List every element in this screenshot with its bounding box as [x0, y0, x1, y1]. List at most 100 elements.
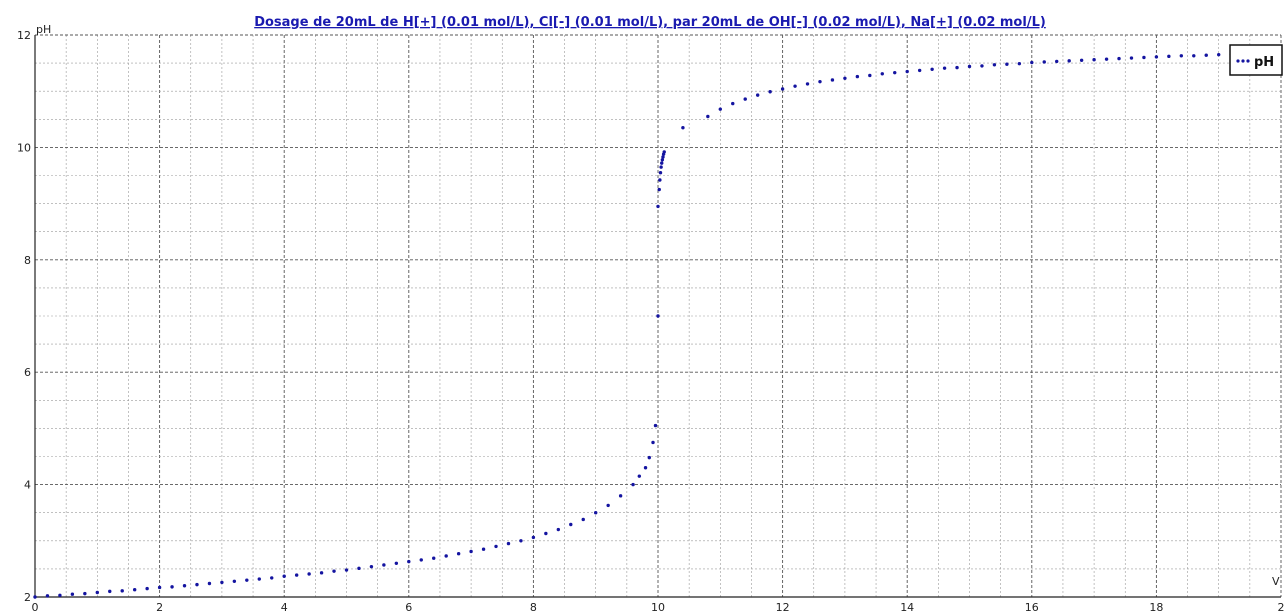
data-point [637, 474, 642, 478]
data-point [653, 423, 658, 428]
data-point [407, 559, 411, 564]
data-point [332, 569, 336, 573]
data-point [1179, 54, 1184, 58]
data-point [643, 466, 648, 470]
data-point [257, 577, 261, 581]
data-point [1030, 60, 1034, 65]
data-point [1042, 60, 1046, 64]
x-tick-label: 8 [530, 601, 537, 614]
data-point [494, 544, 498, 549]
x-tick-label: 14 [900, 601, 914, 614]
data-point [195, 582, 199, 587]
data-point [868, 73, 872, 78]
data-point [967, 64, 972, 69]
data-point [855, 74, 860, 79]
data-point [33, 595, 37, 599]
y-axis-label: pH [36, 23, 51, 36]
x-tick-label: 0 [32, 601, 39, 614]
data-point [656, 204, 660, 209]
data-point [659, 165, 663, 169]
data-point [108, 589, 112, 594]
data-point [569, 522, 573, 527]
data-point [1204, 53, 1208, 57]
data-point [905, 69, 909, 74]
data-point [83, 591, 87, 596]
data-point [120, 589, 124, 593]
data-point [606, 503, 610, 508]
data-point [647, 455, 651, 460]
chart-title: Dosage de 20mL de H[+] (0.01 mol/L), Cl[… [254, 15, 1046, 30]
data-point [506, 541, 511, 546]
data-point [45, 594, 50, 598]
data-point [182, 584, 187, 588]
x-tick-label: 2 [1278, 601, 1285, 614]
axes [34, 35, 1281, 598]
data-point [544, 531, 548, 536]
legend-label: pH [1254, 55, 1274, 70]
data-point [818, 79, 822, 84]
data-point [658, 178, 662, 182]
data-point [344, 568, 349, 572]
data-point [660, 161, 664, 165]
data-point [793, 84, 797, 88]
data-point [132, 587, 137, 592]
y-tick-label: 4 [24, 479, 31, 492]
data-point [651, 440, 655, 445]
data-point [992, 63, 997, 67]
data-point [581, 517, 585, 522]
grid [34, 34, 1282, 598]
data-point [382, 563, 386, 567]
data-point [1017, 61, 1022, 66]
data-point [1104, 57, 1109, 61]
data-point [830, 78, 835, 82]
x-tick-label: 2 [156, 601, 163, 614]
data-point [157, 585, 162, 590]
data-point [1055, 59, 1059, 64]
legend: pH [1229, 44, 1283, 76]
x-tick-label: 4 [281, 601, 288, 614]
data-point [207, 581, 212, 586]
data-point [656, 314, 660, 318]
data-point [220, 580, 224, 585]
y-tick-label: 12 [17, 29, 31, 42]
data-point [1129, 56, 1134, 60]
y-tick-label: 6 [24, 366, 31, 379]
data-point [718, 107, 722, 111]
data-point [357, 566, 361, 571]
data-point [930, 67, 934, 71]
data-point [1192, 54, 1196, 58]
data-point [1142, 55, 1146, 60]
data-point [419, 558, 423, 562]
data-point [469, 549, 473, 554]
data-point [1005, 62, 1009, 66]
data-point [657, 187, 661, 192]
data-point [706, 114, 710, 119]
data-point [432, 556, 436, 560]
data-point [1079, 58, 1084, 62]
data-point [594, 511, 598, 515]
data-point [1092, 58, 1096, 62]
data-point [270, 576, 274, 580]
data-point [658, 170, 663, 175]
x-tick-label: 18 [1149, 601, 1163, 614]
x-tick-label: 16 [1025, 601, 1039, 614]
data-point [556, 527, 561, 532]
data-point [942, 66, 947, 70]
data-point [1117, 56, 1121, 61]
data-point [955, 65, 959, 70]
data-point [531, 535, 536, 540]
data-point [1167, 54, 1171, 59]
data-point [319, 571, 324, 575]
data-point [843, 76, 847, 80]
x-tick-label: 12 [776, 601, 790, 614]
data-point [394, 561, 399, 565]
data-point [282, 574, 286, 578]
y-tick-label: 2 [24, 591, 31, 604]
data-point [1067, 59, 1071, 63]
data-point [70, 592, 75, 596]
data-point [805, 82, 810, 86]
data-point [58, 593, 62, 598]
data-point [1217, 52, 1221, 57]
legend-marker [1236, 59, 1240, 63]
